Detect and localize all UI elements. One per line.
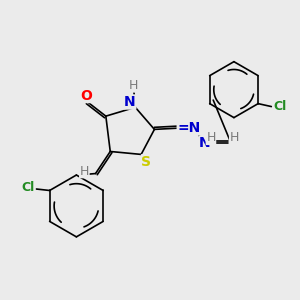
Text: N: N [124, 95, 136, 109]
Text: H: H [230, 131, 239, 144]
Text: =N: =N [177, 121, 200, 135]
Text: Cl: Cl [273, 100, 286, 113]
Text: H: H [80, 165, 89, 178]
Text: S: S [142, 155, 152, 169]
Text: Cl: Cl [22, 181, 35, 194]
Text: N: N [199, 136, 211, 150]
Text: H: H [129, 79, 139, 92]
Text: O: O [80, 88, 92, 103]
Text: H: H [206, 131, 216, 144]
